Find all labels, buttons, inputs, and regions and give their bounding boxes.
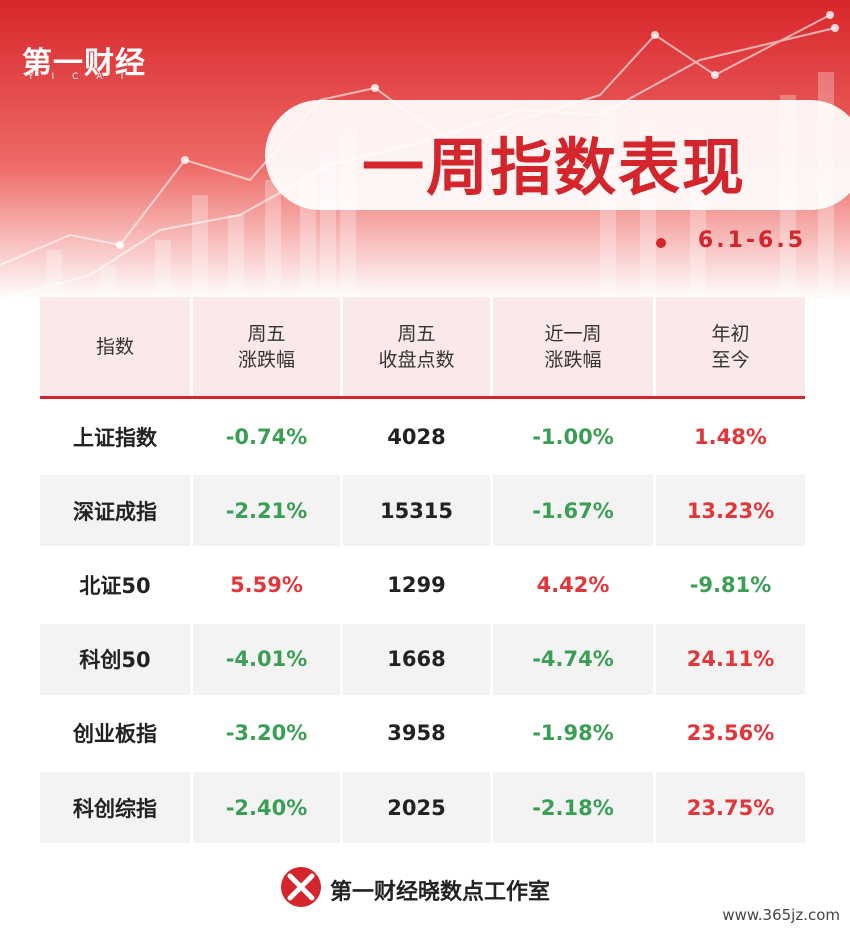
footer-source: 第一财经晓数点工作室 bbox=[330, 880, 551, 905]
table-cell: -2.21% bbox=[193, 475, 340, 547]
column-header: 年初 至今 bbox=[656, 297, 805, 397]
watermark: www.365jz.com bbox=[722, 906, 840, 924]
table-cell: 23.75% bbox=[656, 772, 805, 843]
header-line: 指数 bbox=[95, 336, 134, 358]
column-header: 指数 bbox=[40, 297, 190, 397]
table-cell: 2025 bbox=[343, 772, 490, 843]
row-label: 科创综指 bbox=[40, 772, 190, 843]
row-label: 科创50 bbox=[40, 623, 190, 695]
table-cell: -9.81% bbox=[656, 549, 805, 621]
table-cell: 3958 bbox=[343, 697, 490, 769]
footer-icon bbox=[281, 867, 321, 907]
header-line: 年初 bbox=[711, 323, 750, 345]
row-label: 上证指数 bbox=[40, 401, 190, 472]
row-label: 北证50 bbox=[40, 549, 190, 621]
table-cell: 1668 bbox=[343, 623, 490, 695]
logo-sub: YICAI bbox=[28, 72, 142, 82]
header-line: 周五 bbox=[397, 323, 436, 345]
title: 一周指数表现 bbox=[362, 131, 747, 204]
header-line: 近一周 bbox=[544, 323, 602, 345]
table-cell: 13.23% bbox=[656, 475, 805, 547]
logo: 第一财经 bbox=[22, 46, 146, 81]
header-line: 涨跌幅 bbox=[237, 349, 295, 371]
column-header: 周五 收盘点数 bbox=[343, 297, 490, 397]
title-pill bbox=[265, 100, 850, 210]
column-header: 近一周 涨跌幅 bbox=[493, 297, 653, 397]
table-cell: -1.67% bbox=[493, 475, 653, 547]
table-cell: -1.98% bbox=[493, 697, 653, 769]
table-cell: 1.48% bbox=[656, 401, 805, 472]
date-dot bbox=[656, 238, 666, 248]
header-rule bbox=[40, 396, 805, 399]
table-cell: 1299 bbox=[343, 549, 490, 621]
date: 6.1-6.5 bbox=[697, 228, 806, 253]
table-cell: -4.74% bbox=[493, 623, 653, 695]
table-cell: -1.00% bbox=[493, 401, 653, 472]
header-line: 收盘点数 bbox=[378, 349, 455, 371]
column-header: 周五 涨跌幅 bbox=[193, 297, 340, 397]
table-cell: 4.42% bbox=[493, 549, 653, 621]
table-cell: 5.59% bbox=[193, 549, 340, 621]
header-line: 至今 bbox=[711, 349, 750, 371]
table-cell: 23.56% bbox=[656, 697, 805, 769]
row-label: 创业板指 bbox=[40, 697, 190, 769]
header-line: 涨跌幅 bbox=[544, 349, 602, 371]
table-cell: -2.18% bbox=[493, 772, 653, 843]
header-line: 周五 bbox=[247, 323, 286, 345]
table-cell: -2.40% bbox=[193, 772, 340, 843]
table-cell: -4.01% bbox=[193, 623, 340, 695]
table-cell: 24.11% bbox=[656, 623, 805, 695]
table-cell: -0.74% bbox=[193, 401, 340, 472]
table-cell: 15315 bbox=[343, 475, 490, 547]
table-cell: 4028 bbox=[343, 401, 490, 472]
table-cell: -3.20% bbox=[193, 697, 340, 769]
row-label: 深证成指 bbox=[40, 475, 190, 547]
